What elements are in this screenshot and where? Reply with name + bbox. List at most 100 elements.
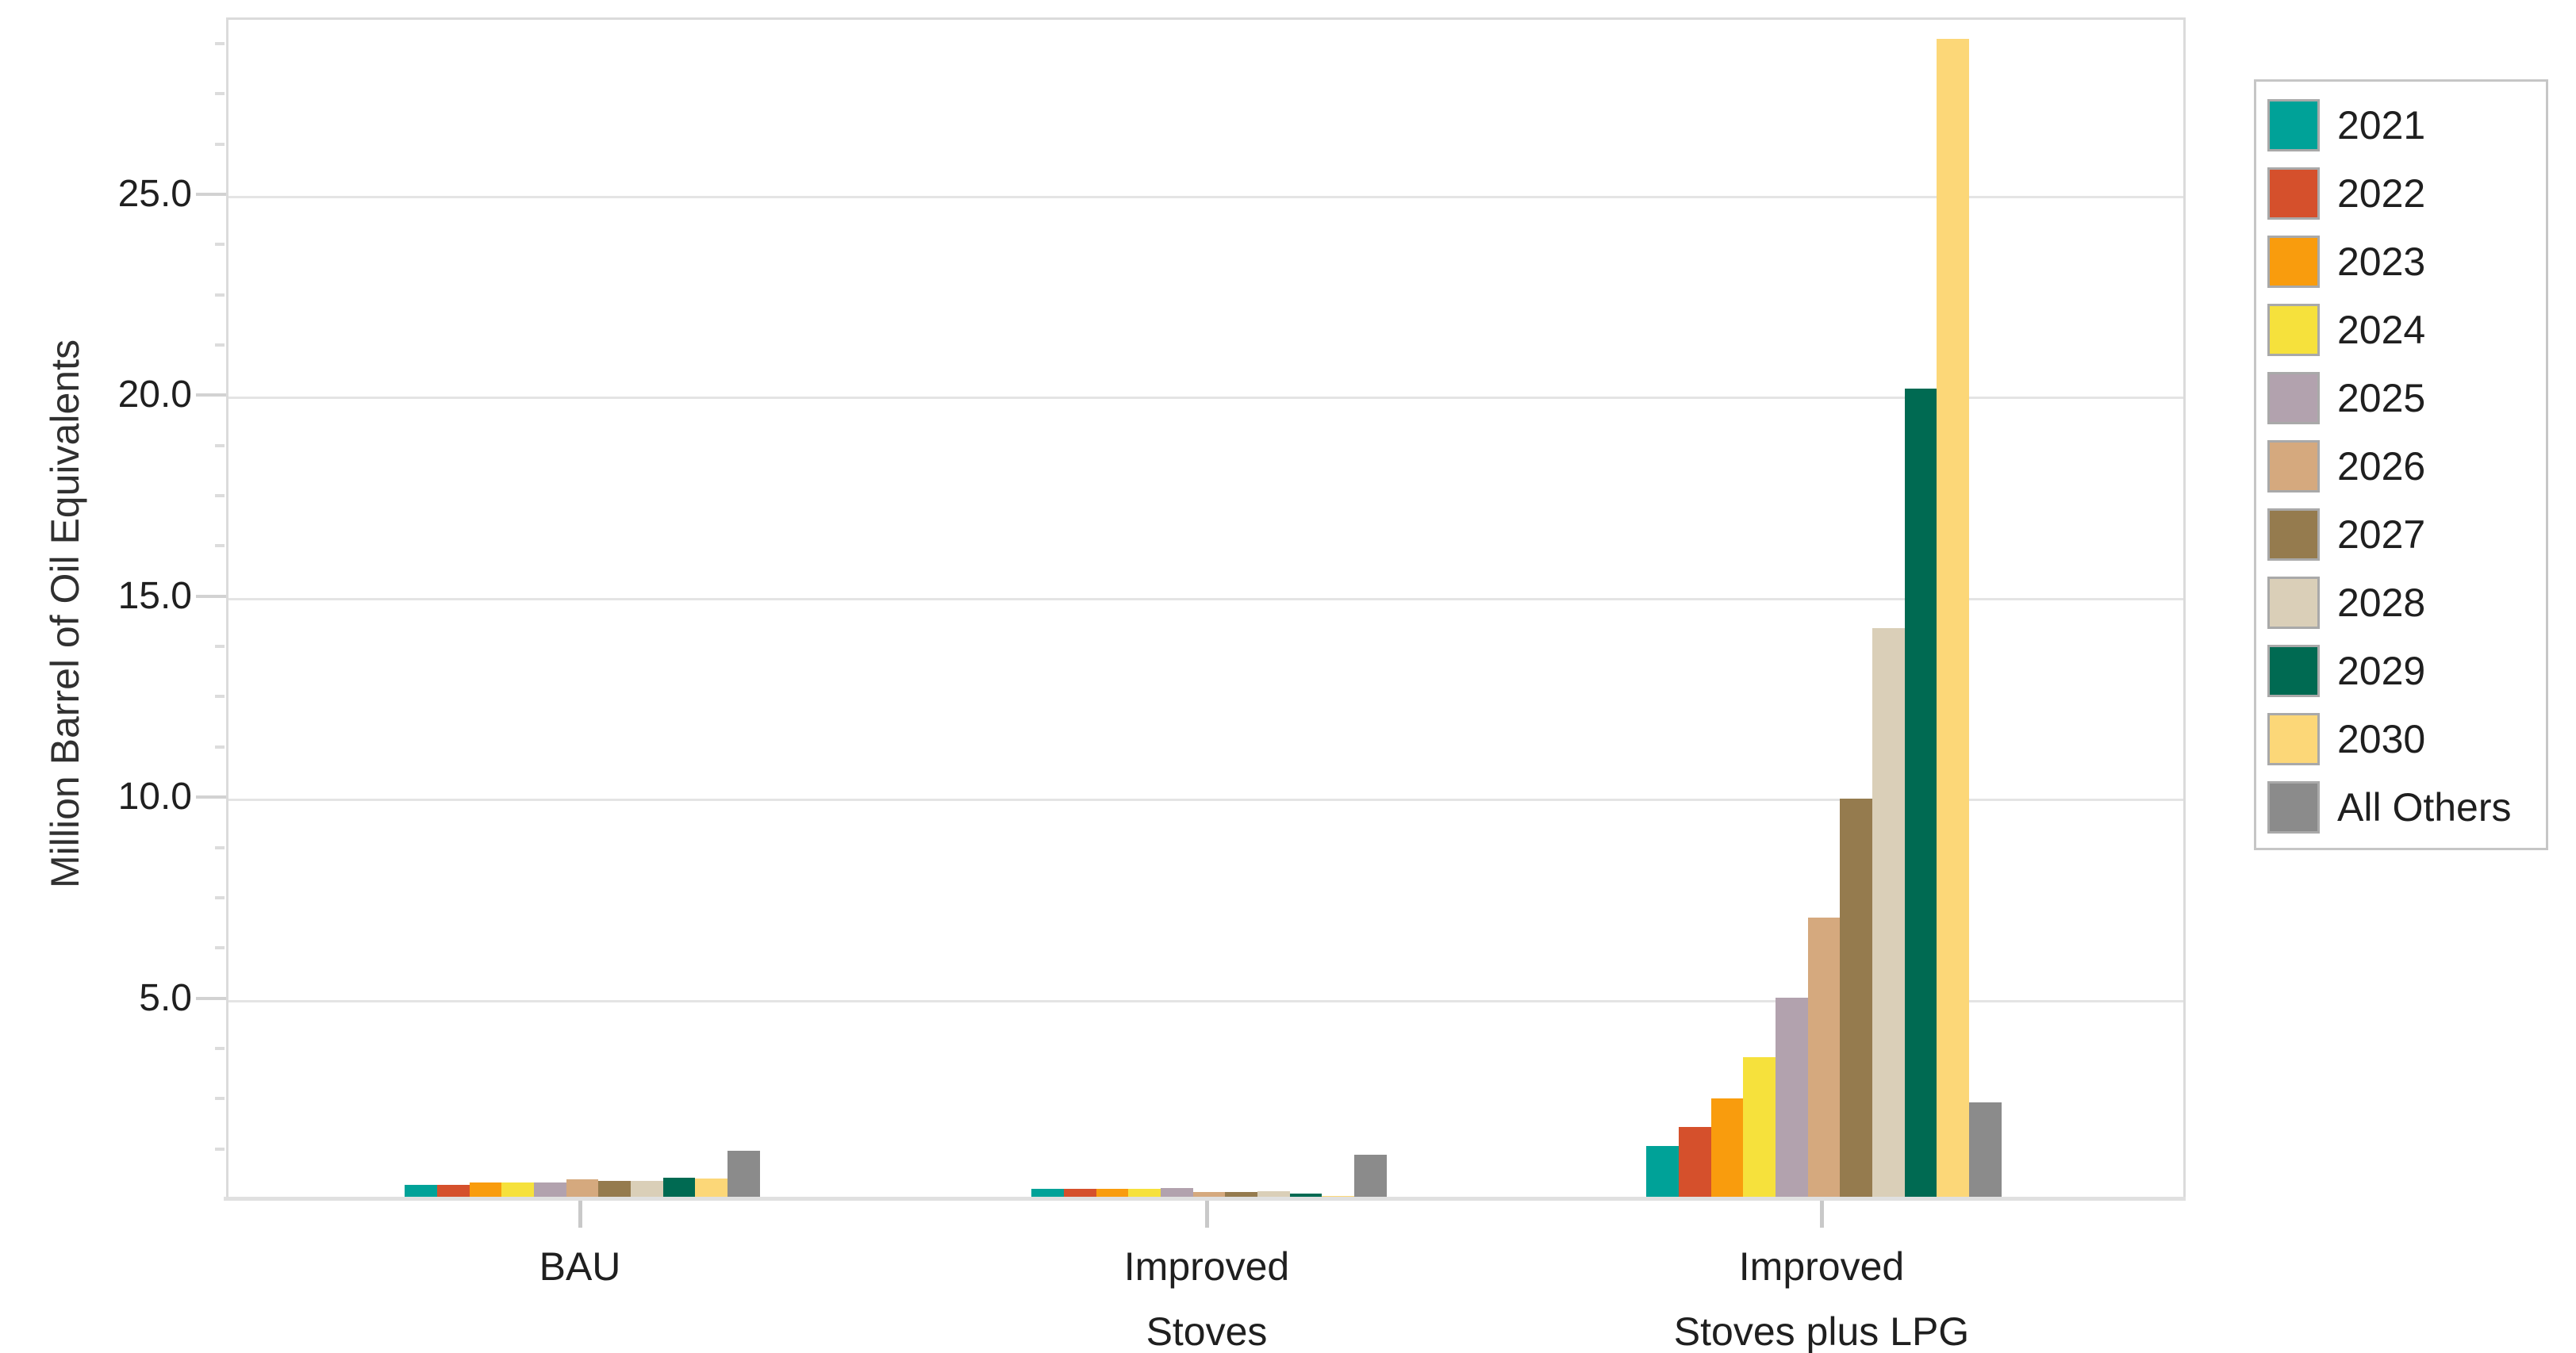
legend-swatch	[2267, 372, 2320, 424]
legend-label: 2030	[2337, 717, 2426, 761]
bar-improved-stoves-plus-lpg-2021	[1646, 1146, 1679, 1197]
legend-swatch	[2267, 99, 2320, 151]
bar-improved-stoves-2028	[1257, 1191, 1290, 1197]
legend: 2021 2022 2023 2024 2025 2026 2027 2028 2029 2030…	[2254, 79, 2548, 850]
bar-improved-stoves-plus-lpg-all-others	[1969, 1102, 2002, 1197]
y-tick-label: 20.0	[117, 374, 192, 416]
bar-bau-2024	[501, 1182, 534, 1197]
y-tick-label: 10.0	[117, 776, 192, 818]
legend-swatch	[2267, 577, 2320, 629]
y-major-tick	[196, 594, 226, 598]
legend-label: 2023	[2337, 240, 2426, 284]
y-minor-tick	[215, 343, 225, 347]
gridline	[228, 195, 2183, 198]
y-tick-label: 25.0	[117, 172, 192, 215]
y-minor-tick	[215, 41, 225, 45]
legend-item: 2027	[2256, 508, 2546, 561]
y-minor-tick	[215, 92, 225, 96]
y-tick-label: 15.0	[117, 574, 192, 617]
legend-item: 2029	[2256, 645, 2546, 697]
y-major-tick	[196, 192, 226, 196]
legend-label: 2029	[2337, 649, 2426, 693]
bar-bau-2023	[469, 1182, 502, 1197]
legend-swatch	[2267, 645, 2320, 697]
bar-improved-stoves-2026	[1192, 1192, 1226, 1197]
y-major-tick	[196, 393, 226, 397]
bar-improved-stoves-all-others	[1354, 1154, 1387, 1197]
bar-improved-stoves-2029	[1289, 1193, 1323, 1197]
legend-swatch	[2267, 440, 2320, 493]
bar-bau-2022	[436, 1185, 470, 1197]
bar-improved-stoves-2027	[1225, 1191, 1258, 1197]
legend-swatch	[2267, 508, 2320, 561]
bar-improved-stoves-plus-lpg-2024	[1743, 1056, 1776, 1197]
legend-item: 2022	[2256, 167, 2546, 220]
bar-bau-2029	[662, 1177, 696, 1197]
bar-improved-stoves-plus-lpg-2025	[1775, 998, 1808, 1197]
x-category-label: Improved Stoves	[850, 1234, 1564, 1353]
y-minor-tick	[215, 1046, 225, 1050]
bar-bau-2025	[533, 1182, 566, 1197]
legend-label: 2025	[2337, 376, 2426, 420]
bar-bau-2027	[598, 1180, 632, 1197]
legend-label: 2027	[2337, 512, 2426, 557]
bar-improved-stoves-plus-lpg-2030	[1937, 39, 1970, 1197]
y-minor-tick	[215, 645, 225, 649]
legend-label: All Others	[2337, 785, 2512, 830]
legend-swatch	[2267, 713, 2320, 765]
bar-improved-stoves-plus-lpg-2023	[1710, 1098, 1744, 1197]
bar-bau-2021	[405, 1184, 437, 1197]
y-minor-tick	[215, 946, 225, 950]
legend-item: 2025	[2256, 372, 2546, 424]
y-minor-tick	[215, 1097, 225, 1101]
x-category-label: Improved Stoves plus LPG	[1465, 1234, 2179, 1353]
x-category-label-line: Improved	[1123, 1244, 1290, 1289]
gridline	[228, 999, 2183, 1002]
x-tick	[1820, 1201, 1824, 1228]
y-minor-tick	[215, 845, 225, 849]
plot-area	[226, 17, 2186, 1199]
bar-improved-stoves-plus-lpg-2028	[1872, 627, 1905, 1197]
y-minor-tick	[215, 142, 225, 146]
bar-bau-2026	[566, 1179, 599, 1197]
legend-item: 2030	[2256, 713, 2546, 765]
legend-item: 2023	[2256, 236, 2546, 288]
y-minor-tick	[215, 895, 225, 899]
legend-label: 2024	[2337, 308, 2426, 352]
x-category-label-line: Stoves	[1146, 1309, 1268, 1353]
bar-bau-2028	[631, 1180, 663, 1197]
bar-improved-stoves-plus-lpg-2026	[1807, 917, 1841, 1197]
y-major-tick	[196, 996, 226, 1000]
bar-bau-2030	[695, 1178, 728, 1197]
bar-bau-all-others	[727, 1150, 760, 1197]
legend-swatch	[2267, 236, 2320, 288]
x-tick	[1205, 1201, 1209, 1228]
bar-improved-stoves-2030	[1322, 1196, 1355, 1197]
y-minor-tick	[215, 544, 225, 548]
y-major-tick	[196, 795, 226, 799]
x-category-label-line: Improved	[1738, 1244, 1905, 1289]
bar-improved-stoves-2023	[1096, 1189, 1129, 1197]
bar-improved-stoves-2025	[1160, 1188, 1193, 1197]
y-minor-tick	[215, 443, 225, 447]
x-category-label-line: Stoves plus LPG	[1673, 1309, 1970, 1353]
x-axis-line	[224, 1197, 2186, 1201]
y-minor-tick	[215, 243, 225, 247]
bar-improved-stoves-plus-lpg-2022	[1678, 1127, 1711, 1197]
y-minor-tick	[215, 745, 225, 749]
bar-improved-stoves-plus-lpg-2029	[1904, 389, 1937, 1197]
legend-label: 2022	[2337, 171, 2426, 216]
legend-item: 2026	[2256, 440, 2546, 493]
y-minor-tick	[215, 695, 225, 699]
gridline	[228, 597, 2183, 600]
legend-item: All Others	[2256, 781, 2546, 834]
legend-label: 2021	[2337, 103, 2426, 148]
y-tick-label: 5.0	[139, 976, 192, 1019]
legend-swatch	[2267, 167, 2320, 220]
y-minor-tick	[215, 1147, 225, 1151]
bar-improved-stoves-plus-lpg-2027	[1840, 799, 1873, 1197]
x-category-label: BAU	[223, 1234, 937, 1299]
y-minor-tick	[215, 494, 225, 498]
bar-improved-stoves-2022	[1063, 1188, 1096, 1197]
